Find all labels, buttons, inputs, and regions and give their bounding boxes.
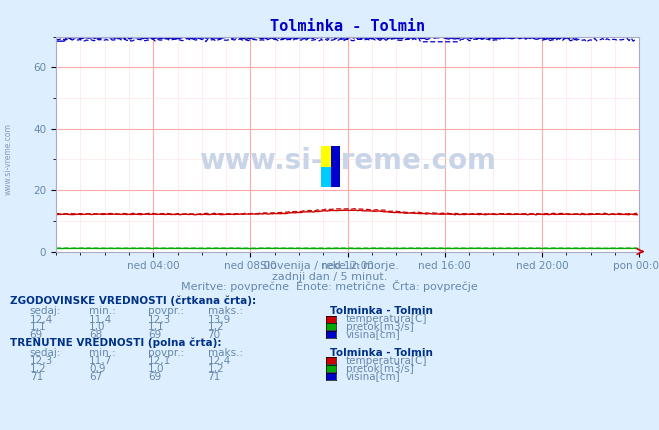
Text: povpr.:: povpr.:: [148, 306, 185, 316]
Text: 1,1: 1,1: [148, 322, 165, 332]
Text: 1,2: 1,2: [30, 364, 46, 374]
Text: 1,2: 1,2: [208, 322, 224, 332]
Text: 1,0: 1,0: [148, 364, 165, 374]
Text: sedaj:: sedaj:: [30, 306, 61, 316]
Text: povpr.:: povpr.:: [148, 347, 185, 358]
Text: min.:: min.:: [89, 347, 116, 358]
Text: 0,9: 0,9: [89, 364, 105, 374]
Text: 71: 71: [208, 372, 221, 382]
Text: maks.:: maks.:: [208, 306, 243, 316]
Text: www.si-vreme.com: www.si-vreme.com: [4, 123, 13, 195]
Text: 11,4: 11,4: [89, 314, 112, 325]
Text: 1,1: 1,1: [30, 322, 46, 332]
Text: 12,1: 12,1: [148, 356, 171, 366]
Text: 12,4: 12,4: [30, 314, 53, 325]
Text: 70: 70: [208, 330, 221, 340]
Text: Slovenija / reke in morje.: Slovenija / reke in morje.: [260, 261, 399, 271]
Text: 12,3: 12,3: [30, 356, 53, 366]
Text: min.:: min.:: [89, 306, 116, 316]
Text: 69: 69: [148, 330, 161, 340]
Text: temperatura[C]: temperatura[C]: [346, 356, 428, 366]
Text: sedaj:: sedaj:: [30, 347, 61, 358]
Text: 69: 69: [148, 372, 161, 382]
Text: 11,7: 11,7: [89, 356, 112, 366]
Text: 1,2: 1,2: [208, 364, 224, 374]
Text: pretok[m3/s]: pretok[m3/s]: [346, 322, 414, 332]
Text: TRENUTNE VREDNOSTI (polna črta):: TRENUTNE VREDNOSTI (polna črta):: [10, 338, 221, 348]
Text: ZGODOVINSKE VREDNOSTI (črtkana črta):: ZGODOVINSKE VREDNOSTI (črtkana črta):: [10, 296, 256, 307]
Text: 12,3: 12,3: [148, 314, 171, 325]
Text: 13,9: 13,9: [208, 314, 231, 325]
Text: 68: 68: [89, 330, 102, 340]
Text: 69: 69: [30, 330, 43, 340]
Text: višina[cm]: višina[cm]: [346, 329, 401, 340]
Text: 1,0: 1,0: [89, 322, 105, 332]
Text: pretok[m3/s]: pretok[m3/s]: [346, 364, 414, 374]
Text: temperatura[C]: temperatura[C]: [346, 314, 428, 325]
Text: Tolminka - Tolmin: Tolminka - Tolmin: [330, 347, 432, 358]
Title: Tolminka - Tolmin: Tolminka - Tolmin: [270, 19, 425, 34]
Text: 67: 67: [89, 372, 102, 382]
Text: zadnji dan / 5 minut.: zadnji dan / 5 minut.: [272, 271, 387, 282]
Text: 71: 71: [30, 372, 43, 382]
Text: 12,4: 12,4: [208, 356, 231, 366]
Text: Tolminka - Tolmin: Tolminka - Tolmin: [330, 306, 432, 316]
Text: Meritve: povprečne  Enote: metrične  Črta: povprečje: Meritve: povprečne Enote: metrične Črta:…: [181, 280, 478, 292]
Text: www.si-vreme.com: www.si-vreme.com: [199, 147, 496, 175]
Text: maks.:: maks.:: [208, 347, 243, 358]
Text: višina[cm]: višina[cm]: [346, 371, 401, 382]
